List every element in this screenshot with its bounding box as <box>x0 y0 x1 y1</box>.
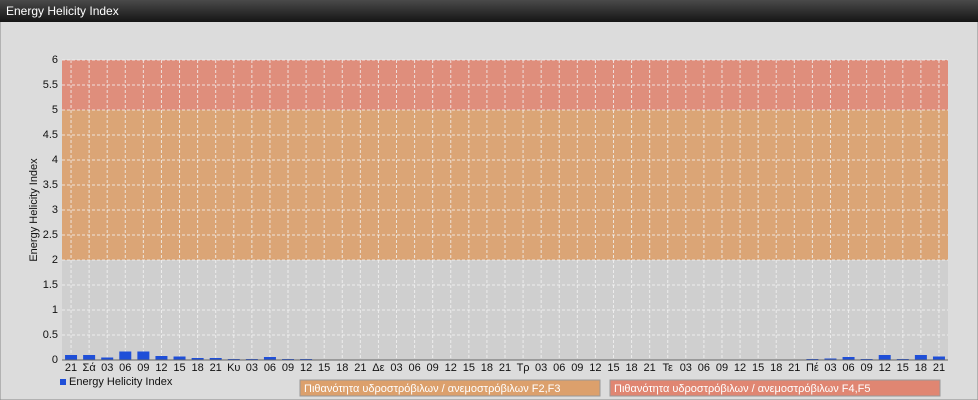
legend-swatch <box>60 379 66 385</box>
bar <box>932 356 945 360</box>
x-tick-label: 06 <box>842 362 854 374</box>
x-tick-label: Πέ <box>806 362 819 374</box>
bar <box>914 355 927 360</box>
x-tick-label: 03 <box>390 362 402 374</box>
y-tick-label: 3 <box>52 204 58 216</box>
x-tick-label: 18 <box>915 362 927 374</box>
x-tick-label: 06 <box>698 362 710 374</box>
header-bar <box>0 0 978 22</box>
y-tick-label: 5.5 <box>43 79 58 91</box>
x-tick-label: 15 <box>318 362 330 374</box>
bar <box>137 351 150 360</box>
legend-band-swatch <box>299 379 601 397</box>
x-tick-label: Κυ <box>227 362 240 374</box>
bar <box>263 357 276 360</box>
legend-band-label: Πιθανότητα υδροστρόβιλων / ανεμοστρόβιλω… <box>614 383 871 395</box>
x-tick-label: 09 <box>716 362 728 374</box>
x-tick-label: 21 <box>933 362 945 374</box>
bar <box>173 356 186 360</box>
bar <box>101 357 114 360</box>
x-tick-label: 21 <box>210 362 222 374</box>
bar <box>155 356 168 360</box>
y-axis-label: Energy Helicity Index <box>28 158 40 262</box>
legend-label: Energy Helicity Index <box>69 376 173 388</box>
x-tick-label: 09 <box>427 362 439 374</box>
x-tick-label: 21 <box>788 362 800 374</box>
bar <box>191 358 204 360</box>
bar <box>65 355 78 360</box>
header-title: Energy Helicity Index <box>6 4 119 18</box>
x-tick-label: 18 <box>770 362 782 374</box>
x-tick-label: 18 <box>481 362 493 374</box>
y-tick-label: 2.5 <box>43 229 58 241</box>
x-tick-label: 09 <box>571 362 583 374</box>
bar <box>824 358 837 360</box>
x-tick-label: 12 <box>300 362 312 374</box>
x-tick-label: 18 <box>625 362 637 374</box>
y-tick-label: 6 <box>52 54 58 66</box>
y-tick-label: 2 <box>52 254 58 266</box>
x-tick-label: 15 <box>173 362 185 374</box>
y-tick-label: 4.5 <box>43 129 58 141</box>
x-tick-label: 09 <box>137 362 149 374</box>
y-tick-label: 5 <box>52 104 58 116</box>
x-tick-label: 15 <box>607 362 619 374</box>
x-tick-label: 09 <box>861 362 873 374</box>
x-tick-label: 06 <box>553 362 565 374</box>
bar <box>878 355 891 360</box>
x-tick-label: 15 <box>897 362 909 374</box>
x-tick-label: 21 <box>65 362 77 374</box>
y-tick-label: 0 <box>52 354 58 366</box>
x-tick-label: 12 <box>445 362 457 374</box>
x-tick-label: 03 <box>535 362 547 374</box>
x-tick-label: 12 <box>734 362 746 374</box>
x-tick-label: 12 <box>589 362 601 374</box>
bar <box>83 355 96 360</box>
bar <box>119 351 132 360</box>
legend-band-label: Πιθανότητα υδροστρόβιλων / ανεμοστρόβιλω… <box>304 383 561 395</box>
x-tick-label: 21 <box>499 362 511 374</box>
bar <box>209 358 222 360</box>
x-tick-label: 06 <box>264 362 276 374</box>
x-tick-label: 12 <box>879 362 891 374</box>
x-tick-label: Δε <box>372 362 384 374</box>
x-tick-label: 18 <box>336 362 348 374</box>
x-tick-label: 15 <box>463 362 475 374</box>
x-tick-label: 21 <box>644 362 656 374</box>
x-tick-label: 12 <box>155 362 167 374</box>
x-tick-label: 03 <box>246 362 258 374</box>
x-tick-label: 06 <box>119 362 131 374</box>
x-tick-label: Σά <box>83 362 97 374</box>
x-tick-label: 18 <box>191 362 203 374</box>
bar <box>842 357 855 360</box>
x-tick-label: Τε <box>663 362 674 374</box>
y-tick-label: 1.5 <box>43 279 58 291</box>
y-tick-label: 3.5 <box>43 179 58 191</box>
x-tick-label: 03 <box>680 362 692 374</box>
x-tick-label: 06 <box>408 362 420 374</box>
legend-band-swatch <box>609 379 941 397</box>
y-tick-label: 1 <box>52 304 58 316</box>
y-tick-label: 4 <box>52 154 58 166</box>
y-tick-label: 0.5 <box>43 329 58 341</box>
x-tick-label: 03 <box>101 362 113 374</box>
x-tick-label: 09 <box>282 362 294 374</box>
x-tick-label: 15 <box>752 362 764 374</box>
x-tick-label: Τρ <box>517 362 530 374</box>
x-tick-label: 03 <box>824 362 836 374</box>
x-tick-label: 21 <box>354 362 366 374</box>
